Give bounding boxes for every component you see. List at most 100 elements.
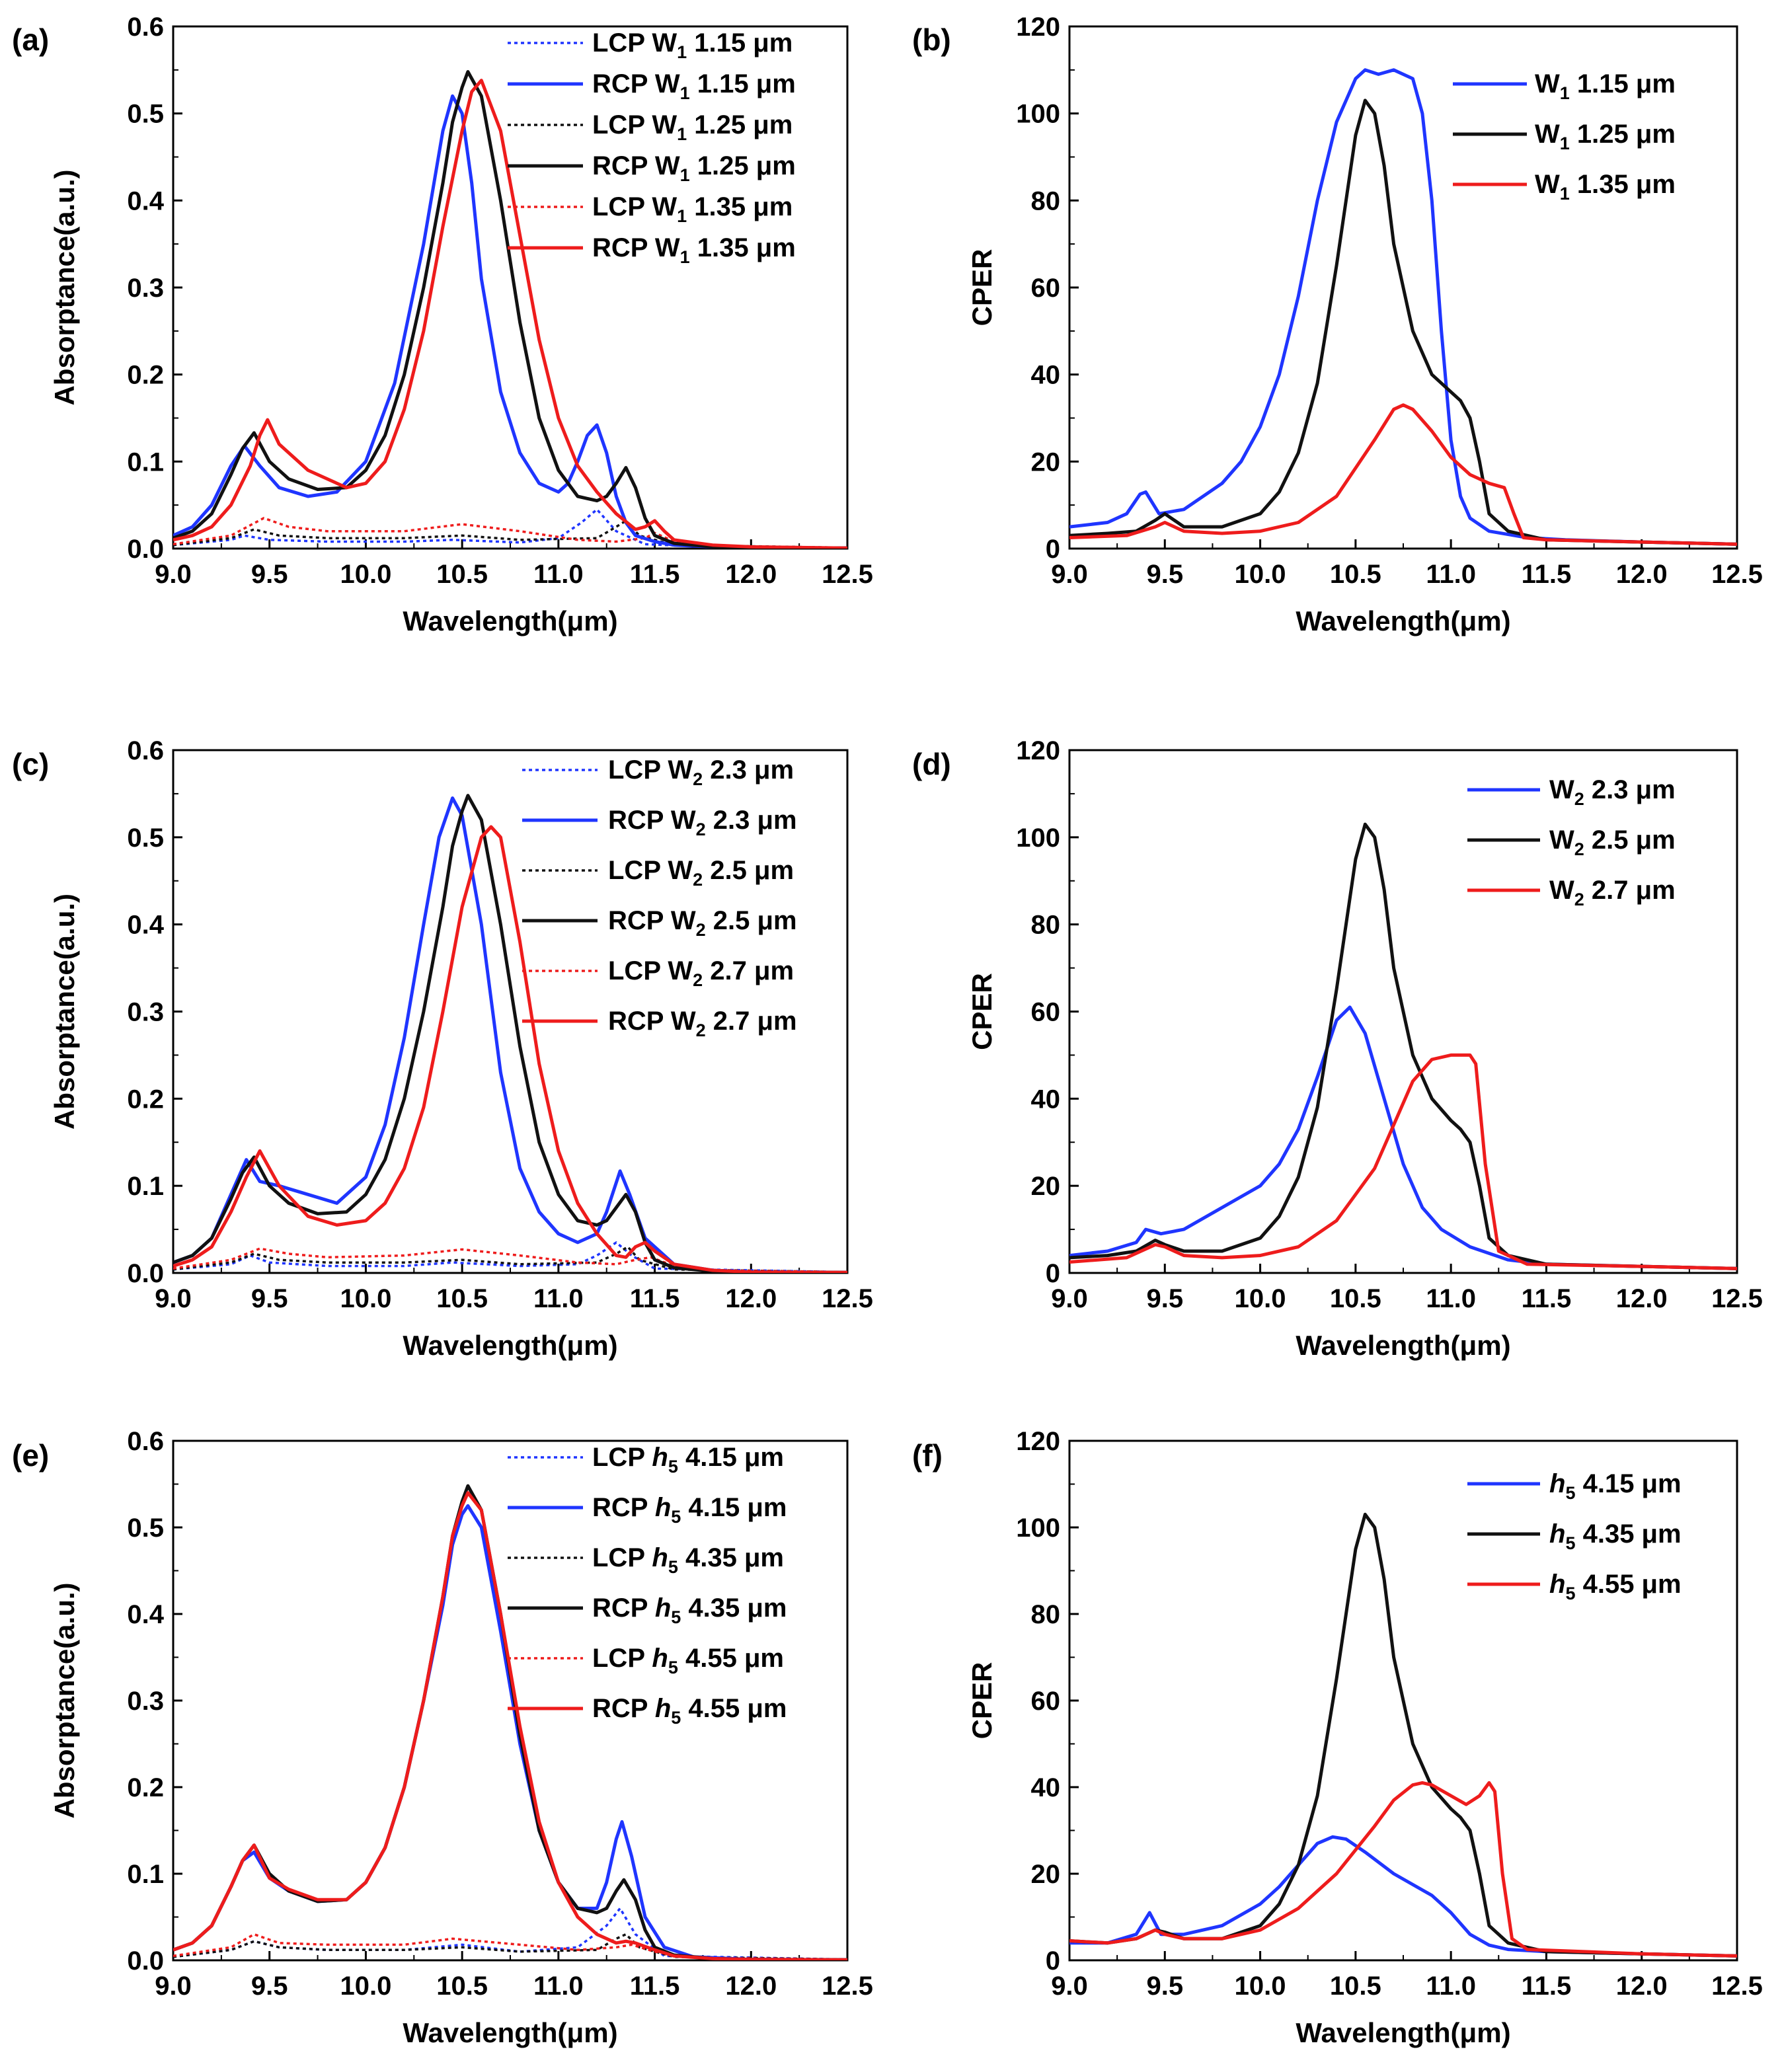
y-tick-label: 0.1 [127,1172,164,1201]
x-tick-label: 12.0 [1616,1284,1668,1313]
panel-label: (e) [12,1438,49,1473]
x-tick-label: 9.5 [1146,1284,1183,1313]
x-tick-label: 11.0 [1426,1972,1476,2001]
y-tick-label: 0.0 [127,1259,164,1288]
y-tick-label: 0.2 [127,1773,164,1802]
y-tick-label: 0.4 [127,1600,164,1629]
y-tick-label: 0.0 [127,1946,164,1976]
legend-label: RCP h5 4.15 μm [592,1493,787,1527]
legend-label: LCP W1 1.15 μm [592,28,793,62]
series-line [1069,1053,1737,1270]
x-tick-label: 11.5 [1522,560,1572,589]
y-tick-label: 60 [1031,1687,1061,1716]
series-line [1069,98,1737,546]
x-tick-label: 11.5 [630,560,680,589]
x-tick-label: 9.5 [1146,1972,1183,2001]
x-tick-label: 11.5 [630,1284,680,1313]
y-tick-label: 0.2 [127,361,164,390]
legend-label: W1 1.15 μm [1535,69,1676,103]
x-tick-label: 10.5 [436,560,488,589]
legend-label: RCP W1 1.25 μm [592,151,796,185]
x-tick-label: 9.0 [1051,560,1088,589]
legend-label: LCP h5 4.35 μm [592,1543,784,1577]
series-line [173,1933,847,1960]
y-tick-label: 120 [1016,13,1060,42]
legend-label: h5 4.35 μm [1549,1519,1682,1553]
y-tick-label: 0.0 [127,535,164,564]
y-axis-label: CPER [966,249,997,326]
series-line [173,794,847,1273]
x-tick-label: 9.5 [251,1972,288,2001]
legend-label: W1 1.25 μm [1535,120,1676,153]
x-tick-label: 10.0 [340,1284,391,1313]
y-tick-label: 0.1 [127,1860,164,1889]
y-axis-label: Absorptance(a.u.) [49,1582,80,1818]
legend-label: LCP W2 2.3 μm [608,755,794,789]
x-axis-label: Wavelength(μm) [1296,1330,1510,1361]
legend-label: LCP W2 2.7 μm [608,956,794,990]
y-tick-label: 0.5 [127,824,164,853]
panel-f: 9.0 9.5 10.0 10.5 11.0 11.5 12.0 12.5 0 20 40 60 80 1… [912,1427,1763,2048]
legend-label: W1 1.35 μm [1535,170,1676,204]
legend-label: h5 4.55 μm [1549,1570,1682,1603]
x-tick-label: 12.5 [822,560,873,589]
panel-label: (c) [12,747,49,781]
series-line [1069,1005,1737,1270]
x-tick-label: 12.0 [725,1284,777,1313]
legend-label: RCP W2 2.3 μm [608,806,797,839]
y-tick-label: 40 [1031,1773,1061,1802]
legend-label: W2 2.3 μm [1549,775,1676,809]
x-tick-label: 11.5 [1522,1284,1572,1313]
y-tick-label: 120 [1016,736,1060,765]
x-tick-label: 9.0 [155,1972,192,2001]
x-tick-label: 10.5 [1330,1284,1381,1313]
y-tick-label: 0.5 [127,1514,164,1543]
y-axis-label: Absorptance(a.u.) [49,169,80,405]
legend-label: RCP h5 4.35 μm [592,1593,787,1627]
y-tick-label: 0 [1046,535,1060,564]
series-line [173,1241,847,1273]
x-tick-label: 11.0 [533,1284,584,1313]
y-tick-label: 0.6 [127,13,164,42]
x-tick-label: 12.0 [725,560,777,589]
x-tick-label: 12.0 [1616,1972,1668,2001]
x-tick-label: 12.0 [725,1972,777,2001]
series-line [1069,68,1737,546]
x-tick-label: 11.0 [1426,560,1476,589]
x-axis-label: Wavelength(μm) [403,605,617,636]
y-tick-label: 0.6 [127,736,164,765]
legend-label: RCP W1 1.15 μm [592,69,796,103]
x-tick-label: 10.0 [1235,1284,1286,1313]
y-tick-label: 0 [1046,1946,1060,1976]
series-line [1069,1835,1737,1958]
plot-frame [172,25,849,550]
y-tick-label: 0.4 [127,911,164,940]
x-axis-label: Wavelength(μm) [403,2017,617,2048]
x-tick-label: 10.0 [1235,560,1286,589]
y-tick-label: 80 [1031,911,1061,940]
panel-label: (d) [912,747,951,781]
panel-label: (f) [912,1438,943,1473]
series-line [173,825,847,1273]
x-tick-label: 10.0 [340,1972,391,2001]
legend-label: RCP W2 2.5 μm [608,906,797,940]
panel-d: 9.0 9.5 10.0 10.5 11.0 11.5 12.0 12.5 0 20 40 60 80 1… [912,736,1763,1361]
y-tick-label: 100 [1016,824,1060,853]
y-tick-label: 80 [1031,186,1061,215]
legend-label: W2 2.7 μm [1549,876,1676,909]
x-tick-label: 10.5 [1330,560,1381,589]
series-line [173,1491,847,1960]
legend-label: RCP W2 2.7 μm [608,1007,797,1040]
x-tick-label: 11.5 [1522,1972,1572,2001]
y-tick-label: 0.2 [127,1085,164,1114]
x-tick-label: 9.5 [251,560,288,589]
series-line [173,1245,847,1273]
y-tick-label: 0 [1046,1259,1060,1288]
series-line [173,1504,847,1960]
y-axis-label: Absorptance(a.u.) [49,894,80,1130]
legend-label: LCP h5 4.55 μm [592,1644,784,1677]
x-tick-label: 11.0 [533,560,584,589]
x-tick-label: 11.0 [1426,1284,1476,1313]
panel-label: (a) [12,22,49,57]
x-tick-label: 11.5 [630,1972,680,2001]
